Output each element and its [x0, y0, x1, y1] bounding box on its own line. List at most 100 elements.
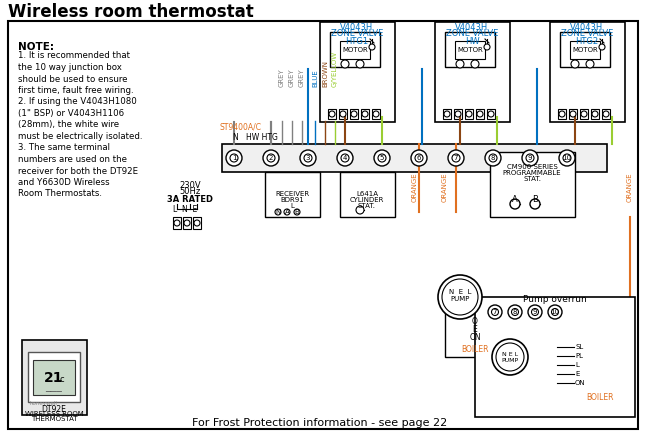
Bar [550, 22, 625, 122]
Text: L: L [290, 203, 294, 209]
Circle shape [466, 111, 472, 117]
Circle shape [304, 154, 312, 162]
Circle shape [341, 60, 349, 68]
Text: CYLINDER: CYLINDER [350, 197, 384, 203]
Text: ORANGE: ORANGE [442, 172, 448, 202]
Text: ORANGE: ORANGE [627, 172, 633, 202]
Text: 10: 10 [562, 155, 571, 161]
Text: 50Hz: 50Hz [179, 187, 201, 197]
Text: 6: 6 [417, 155, 421, 161]
Bar [173, 217, 181, 229]
Text: ___: ___ [46, 382, 63, 392]
Circle shape [581, 111, 587, 117]
Bar [222, 144, 607, 172]
Text: G/YELLOW: G/YELLOW [332, 51, 338, 87]
Circle shape [452, 154, 460, 162]
Text: first time, fault free wiring.: first time, fault free wiring. [18, 86, 134, 95]
Circle shape [508, 305, 522, 319]
Circle shape [411, 150, 427, 166]
Text: A: A [284, 209, 290, 215]
Text: 8: 8 [491, 155, 495, 161]
Text: and Y6630D Wireless: and Y6630D Wireless [18, 178, 110, 187]
Text: N  E  L: N E L [449, 289, 471, 295]
Text: HTG1: HTG1 [346, 37, 368, 46]
Circle shape [448, 150, 464, 166]
Bar [558, 109, 566, 119]
Circle shape [356, 60, 364, 68]
Bar [28, 352, 80, 402]
Text: 3. The same terminal: 3. The same terminal [18, 143, 110, 152]
Text: Wireless room thermostat: Wireless room thermostat [8, 3, 253, 21]
Circle shape [563, 154, 571, 162]
Bar [372, 109, 380, 119]
Bar [475, 297, 635, 417]
Bar [183, 217, 191, 229]
Text: A: A [512, 194, 518, 203]
Text: 5: 5 [380, 155, 384, 161]
Text: should be used to ensure: should be used to ensure [18, 75, 128, 84]
Text: 7: 7 [493, 309, 497, 315]
Bar [33, 360, 75, 395]
Text: BROWN: BROWN [322, 60, 328, 87]
Bar [361, 109, 369, 119]
Circle shape [362, 111, 368, 117]
Bar [330, 32, 380, 67]
Text: GREY: GREY [299, 68, 305, 87]
Bar [320, 22, 395, 122]
Circle shape [551, 308, 559, 316]
Text: 4: 4 [342, 155, 347, 161]
Circle shape [356, 206, 364, 214]
Circle shape [496, 343, 524, 371]
Circle shape [275, 209, 281, 215]
Text: L  N  E: L N E [173, 204, 197, 214]
Bar [591, 109, 599, 119]
Text: For Frost Protection information - see page 22: For Frost Protection information - see p… [192, 418, 448, 428]
Text: ZONE VALVE: ZONE VALVE [561, 30, 613, 38]
Bar [476, 109, 484, 119]
Text: 2. If using the V4043H1080: 2. If using the V4043H1080 [18, 97, 137, 106]
Text: NOTE:: NOTE: [18, 42, 54, 52]
Text: ST9400A/C: ST9400A/C [219, 122, 261, 131]
Bar [487, 109, 495, 119]
Circle shape [531, 308, 539, 316]
Text: CM900 SERIES: CM900 SERIES [506, 164, 557, 170]
Bar [435, 22, 510, 122]
Text: 7: 7 [453, 155, 458, 161]
Bar [602, 109, 610, 119]
Bar [454, 109, 462, 119]
Text: 230V: 230V [179, 181, 201, 190]
Circle shape [526, 154, 534, 162]
Text: HTG2: HTG2 [575, 37, 599, 46]
Circle shape [263, 150, 279, 166]
Bar [445, 312, 505, 357]
Circle shape [530, 199, 540, 209]
Bar [193, 217, 201, 229]
Text: 2: 2 [269, 155, 273, 161]
Text: HW HTG: HW HTG [246, 132, 278, 142]
Bar [328, 109, 336, 119]
Circle shape [294, 209, 300, 215]
Text: PL: PL [575, 353, 583, 359]
Circle shape [369, 44, 375, 50]
Text: ON: ON [575, 380, 586, 386]
Text: 10: 10 [550, 309, 559, 315]
Circle shape [300, 150, 316, 166]
Text: 21: 21 [45, 371, 64, 385]
Circle shape [194, 220, 200, 226]
Text: ZONE VALVE: ZONE VALVE [331, 30, 383, 38]
Circle shape [226, 150, 242, 166]
Text: must be electrically isolated.: must be electrically isolated. [18, 132, 143, 141]
Circle shape [438, 275, 482, 319]
Text: ORANGE: ORANGE [412, 172, 418, 202]
Text: BOILER: BOILER [461, 345, 489, 354]
Bar [340, 172, 395, 217]
Bar [265, 172, 320, 217]
Circle shape [184, 220, 190, 226]
Bar [570, 41, 600, 59]
Circle shape [510, 199, 520, 209]
Circle shape [559, 111, 565, 117]
Circle shape [340, 111, 346, 117]
Text: 8: 8 [513, 309, 517, 315]
Text: ON: ON [469, 333, 481, 342]
Text: BDR91: BDR91 [280, 197, 304, 203]
